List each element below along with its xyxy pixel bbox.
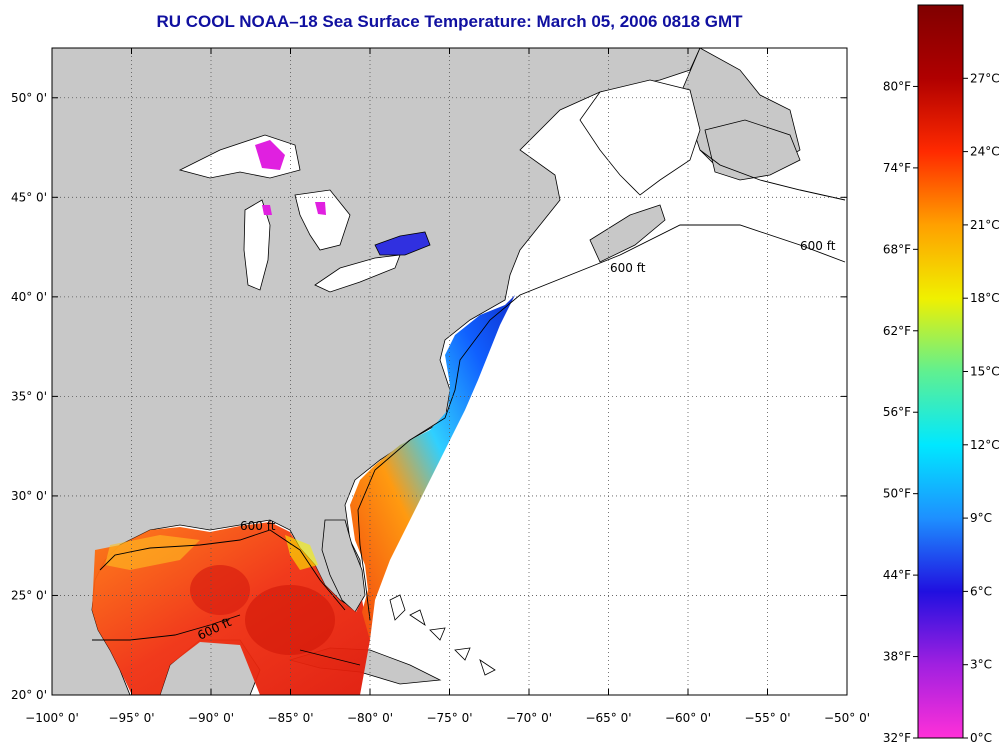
depth-contour-600ft [92,614,361,666]
lon-tick-label: −60° 0' [665,711,711,725]
lake-ontario [374,231,431,256]
map-title: RU COOL NOAA–18 Sea Surface Temperature:… [156,12,743,31]
lon-tick-label: −50° 0' [824,711,870,725]
depth-contour-600ft [99,224,846,621]
lake-ice [315,202,326,215]
lake-erie [314,254,401,293]
lake-ice [255,140,285,170]
land-florida [321,519,366,613]
lon-tick-label: −90° 0' [188,711,234,725]
contour-label: 600 ft [240,519,276,533]
st-lawrence-gulf [579,79,701,196]
sst-shelf-cool [105,535,200,570]
lon-tick-label: −70° 0' [506,711,552,725]
land-nova-scotia [589,204,666,263]
contour-label: 600 ft [800,239,836,253]
lat-tick-label: 45° 0' [11,190,47,204]
longitude-labels: −100° 0' −95° 0' −90° 0' −85° 0' −80° 0' −75°… [25,711,870,725]
lake-huron [294,189,351,251]
depth-contour-600ft [699,149,846,201]
bahamas-islands [389,594,496,676]
sst-warm-patch [190,565,250,615]
lon-tick-label: −100° 0' [25,711,79,725]
contour-label: 600 ft [610,261,646,275]
lon-tick-label: −85° 0' [267,711,313,725]
lon-tick-label: −55° 0' [744,711,790,725]
sst-warm-patch [245,585,335,655]
lat-tick-label: 35° 0' [11,389,47,403]
lon-tick-label: −65° 0' [585,711,631,725]
lat-tick-label: 40° 0' [11,290,47,304]
lon-tick-label: −95° 0' [108,711,154,725]
land-newfoundland [704,119,801,181]
lake-ice [262,205,272,215]
lat-tick-label: 20° 0' [11,688,47,702]
plot-frame [51,47,848,696]
latitude-labels: 20° 0' 25° 0' 30° 0' 35° 0' 40° 0' 45° 0' 50° … [11,91,47,702]
lon-tick-label: −80° 0' [347,711,393,725]
sst-east-coast [350,295,515,640]
lat-tick-label: 30° 0' [11,489,47,503]
lat-tick-label: 50° 0' [11,91,47,105]
lake-michigan [243,199,271,291]
lon-tick-label: −75° 0' [426,711,472,725]
lat-tick-label: 25° 0' [11,588,47,602]
